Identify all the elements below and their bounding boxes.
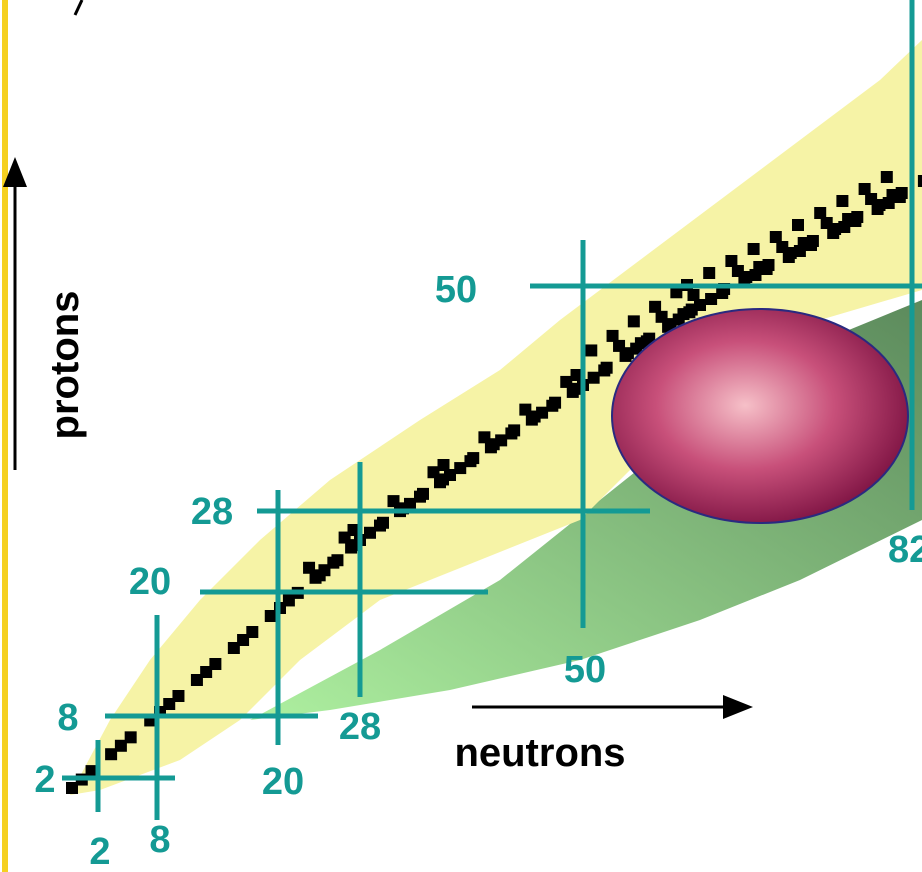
proton-magic-label: 2 [34,759,55,801]
stable-nucleus [814,207,826,219]
stable-nucleus [649,301,661,313]
stable-nucleus [716,287,728,299]
proton-magic-label: 50 [435,269,477,311]
stable-nucleus [683,306,695,318]
stable-nucleus [388,495,400,507]
stable-nucleus [598,364,610,376]
y-axis-label: protons [43,291,87,440]
proton-magic-label: 20 [129,561,171,603]
stable-nucleus [703,267,715,279]
stable-nucleus [805,239,817,251]
stable-nucleus [478,431,490,443]
stable-nucleus [454,462,466,474]
stable-nucleus [836,195,848,207]
stable-nucleus [705,293,717,305]
stable-nucleus [546,400,558,412]
stable-nucleus [519,404,531,416]
stable-nucleus [209,658,221,670]
neutron-magic-label: 28 [339,706,381,748]
stable-nucleus [327,557,339,569]
stable-nucleus [495,434,507,446]
stable-nucleus [585,344,597,356]
stable-nucleus [725,255,737,267]
stable-nucleus [750,269,762,281]
stable-nucleus [859,183,871,195]
stable-nucleus [894,191,906,203]
neutron-magic-label: 2 [89,831,110,872]
stable-nucleus [536,407,548,419]
stable-nucleus [794,245,806,257]
stable-nucleus [414,491,426,503]
stable-nucleus [560,376,572,388]
stable-nucleus [303,562,315,574]
x-axis-label: neutrons [454,731,625,775]
stable-nucleus [246,626,258,638]
stable-nucleus [849,215,861,227]
stable-nucleus [748,243,760,255]
stable-nucleus [881,171,893,183]
heavy-nucleus [612,309,908,523]
stable-nucleus [505,427,517,439]
proton-magic-label: 28 [191,491,233,533]
arrow-stub [75,0,82,15]
neutron-magic-label: 82 [888,529,922,571]
stable-nucleus [172,690,184,702]
stable-nucleus [918,175,922,187]
stable-nucleus [607,330,619,342]
neutron-magic-label: 8 [149,819,170,861]
stable-nucleus [792,219,804,231]
stable-nucleus [438,459,450,471]
stable-nucleus [883,197,895,209]
stable-nucleus [125,731,137,743]
proton-magic-label: 8 [57,697,78,739]
neutron-magic-label: 50 [564,649,606,691]
stable-nucleus [628,315,640,327]
stable-nucleus [770,231,782,243]
stable-nucleus [761,263,773,275]
neutron-magic-label: 20 [262,761,304,803]
stable-nucleus [838,221,850,233]
nuclear-chart: 2 8 20 28 50 2 8 20 28 50 82 protons neu… [0,0,922,872]
stable-nucleus [374,520,386,532]
stable-nucleus [588,372,600,384]
stable-nucleus [464,455,476,467]
